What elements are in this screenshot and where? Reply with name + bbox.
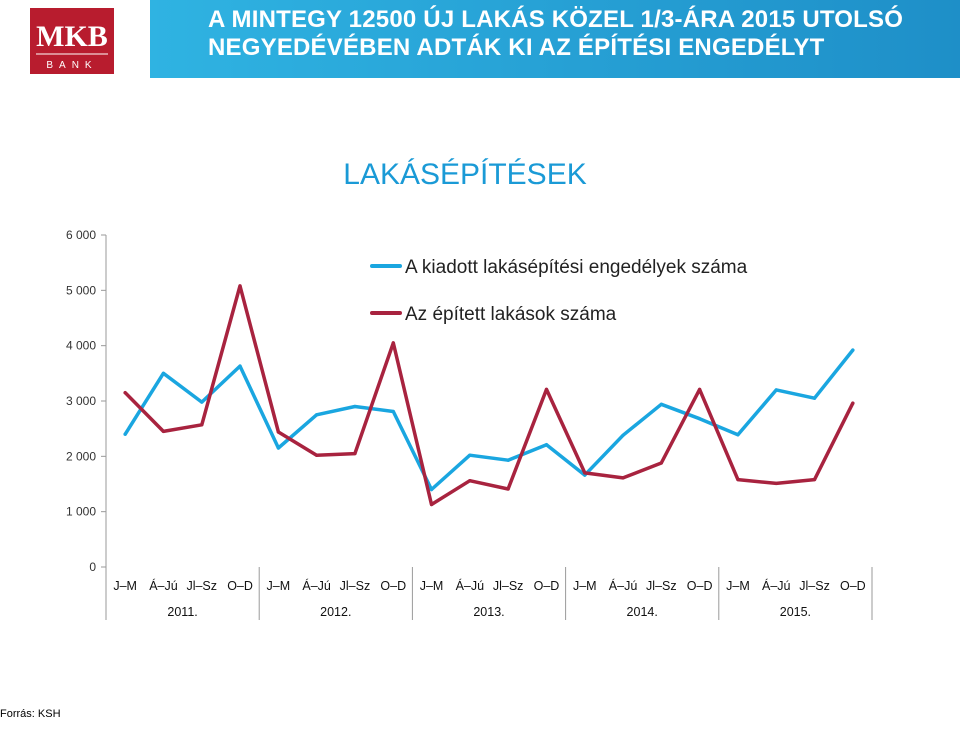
x-tick-label: Á–Jú [302, 578, 331, 593]
x-tick-label: O–D [380, 579, 406, 593]
data-point [506, 487, 510, 491]
year-label: 2011. [167, 605, 197, 619]
y-tick-label: 3 000 [66, 394, 96, 408]
data-point [429, 487, 434, 492]
y-tick-label: 4 000 [66, 339, 96, 353]
data-point [238, 284, 242, 288]
data-point [774, 388, 778, 392]
data-point [123, 432, 127, 436]
data-point [851, 348, 855, 352]
x-tick-label: Á–Jú [456, 578, 485, 593]
data-point [812, 477, 817, 482]
x-tick-label: Jl–Sz [186, 579, 217, 593]
chart-axes: 0 1 000 2 000 3 000 4 000 5 000 6 000 J–M Á–Jú Jl… [66, 228, 873, 620]
x-tick-label: Á–Jú [149, 578, 178, 593]
x-tick-label: O–D [687, 579, 713, 593]
data-point [736, 477, 740, 482]
x-tick-label: J–M [573, 579, 597, 593]
data-point [544, 387, 549, 391]
x-tick-label: J–M [726, 579, 750, 593]
x-tick-label: J–M [267, 579, 291, 593]
data-point [583, 471, 587, 475]
title-bar: A MINTEGY 12500 ÚJ LAKÁS KÖZEL 1/3-ÁRA 2… [150, 0, 960, 78]
logo-text: MKB [36, 20, 108, 53]
series-line-2 [123, 284, 855, 507]
chart-title: LAKÁSÉPÍTÉSEK [343, 158, 587, 191]
data-point [698, 387, 702, 391]
year-label: 2014. [627, 605, 658, 619]
x-tick-label: J–M [113, 579, 137, 593]
data-point [200, 423, 204, 427]
data-point [161, 429, 166, 434]
data-point [774, 481, 778, 486]
data-point [468, 479, 472, 483]
x-tick-label: Jl–Sz [799, 579, 830, 593]
data-point [161, 371, 166, 375]
data-point [736, 433, 740, 437]
x-tick-label: Á–Jú [609, 578, 638, 593]
data-point [276, 430, 280, 434]
data-point [812, 396, 817, 400]
year-label: 2013. [473, 605, 504, 619]
data-point [468, 453, 472, 457]
y-tick-label: 1 000 [66, 505, 96, 519]
data-point [544, 443, 549, 447]
x-tick-label: Á–Jú [762, 578, 791, 593]
mkb-bank-logo: MKB BANK [0, 0, 150, 78]
year-label: 2015. [780, 605, 811, 619]
data-point [315, 453, 319, 457]
y-tick-label: 2 000 [66, 449, 96, 463]
data-point [123, 391, 127, 395]
legend-label-2: Az épített lakások száma [405, 304, 617, 325]
y-tick-label: 5 000 [66, 283, 96, 297]
series-layer [123, 284, 855, 507]
chart-title-container: LAKÁSÉPÍTÉSEK [0, 155, 960, 195]
data-point [506, 458, 510, 462]
data-point [391, 341, 395, 345]
data-point [391, 409, 395, 414]
x-tick-label: O–D [227, 579, 253, 593]
data-point [698, 417, 702, 421]
source-note: Forrás: KSH [0, 708, 61, 720]
logo-subtext: BANK [46, 60, 97, 71]
x-tick-label: O–D [534, 579, 560, 593]
data-point [851, 401, 855, 405]
y-tick-label: 6 000 [66, 228, 96, 242]
data-point [659, 461, 663, 465]
year-label: 2012. [320, 605, 351, 619]
data-point [353, 404, 357, 409]
legend-label-1: A kiadott lakásépítési engedélyek száma [405, 257, 748, 278]
mkb-logo-mark: MKB BANK [30, 8, 114, 74]
data-point [429, 502, 434, 507]
data-point [315, 413, 319, 417]
data-point [200, 400, 204, 404]
chart-legend: A kiadott lakásépítési engedélyek száma A… [370, 257, 748, 325]
data-point [353, 451, 357, 456]
data-point [276, 446, 280, 450]
x-tick-label: O–D [840, 579, 866, 593]
x-tick-label: Jl–Sz [646, 579, 677, 593]
series-line-1 [123, 348, 855, 492]
x-tick-label: Jl–Sz [340, 579, 371, 593]
data-point [621, 476, 625, 480]
data-point [621, 433, 625, 437]
page-title: A MINTEGY 12500 ÚJ LAKÁS KÖZEL 1/3-ÁRA 2… [208, 6, 904, 61]
data-point [238, 364, 242, 368]
data-point [659, 402, 663, 406]
y-tick-label: 0 [89, 560, 96, 574]
x-tick-label: Jl–Sz [493, 579, 524, 593]
x-tick-label: J–M [420, 579, 444, 593]
